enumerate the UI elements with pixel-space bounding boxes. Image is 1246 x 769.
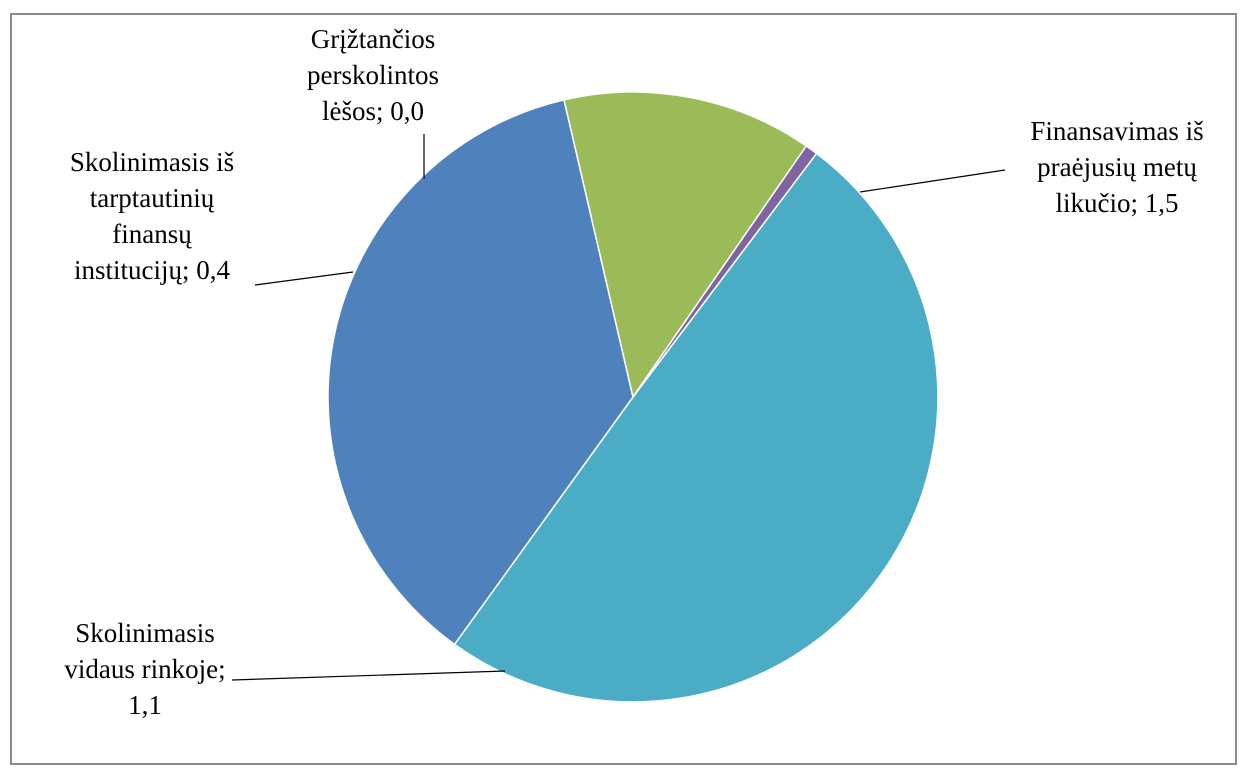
slice-label-line: tarptautinių	[90, 183, 215, 213]
slice-label-line: likučio; 1,5	[1056, 188, 1179, 218]
pie-slice-4	[632, 144, 818, 398]
pie-slice-3	[563, 91, 808, 399]
slice-label-line: vidaus rinkoje;	[64, 654, 225, 684]
slice-label-line: Skolinimasis iš	[70, 147, 234, 177]
leader-line-2	[231, 670, 506, 681]
slice-label-line: lėšos; 0,0	[322, 96, 424, 126]
slice-label-line: institucijų; 0,4	[74, 255, 231, 285]
slice-label-line: finansų	[112, 219, 192, 249]
pie-slice-2	[327, 98, 634, 646]
slice-label-line: 1,1	[128, 690, 162, 720]
slice-label-line: Grįžtančios	[311, 24, 435, 54]
slice-label-line: perskolintos	[307, 60, 439, 90]
leader-line-3	[254, 271, 354, 286]
slice-label-4: Grįžtančios perskolintos lėšos; 0,0	[307, 24, 439, 126]
slice-label-line: Skolinimasis	[75, 618, 215, 648]
slice-label-3: Skolinimasis iš tarptautinių finansų instit…	[70, 147, 234, 285]
slice-label-line: Finansavimas iš	[1030, 116, 1203, 146]
pie-slice-1	[453, 152, 939, 703]
leader-line-1	[859, 169, 1006, 193]
slice-label-line: praėjusių metų	[1037, 152, 1197, 182]
slice-label-2: Skolinimasis vidaus rinkoje; 1,1	[64, 618, 225, 720]
slice-label-1: Finansavimas iš praėjusių metų likučio; 1,…	[1030, 116, 1203, 218]
